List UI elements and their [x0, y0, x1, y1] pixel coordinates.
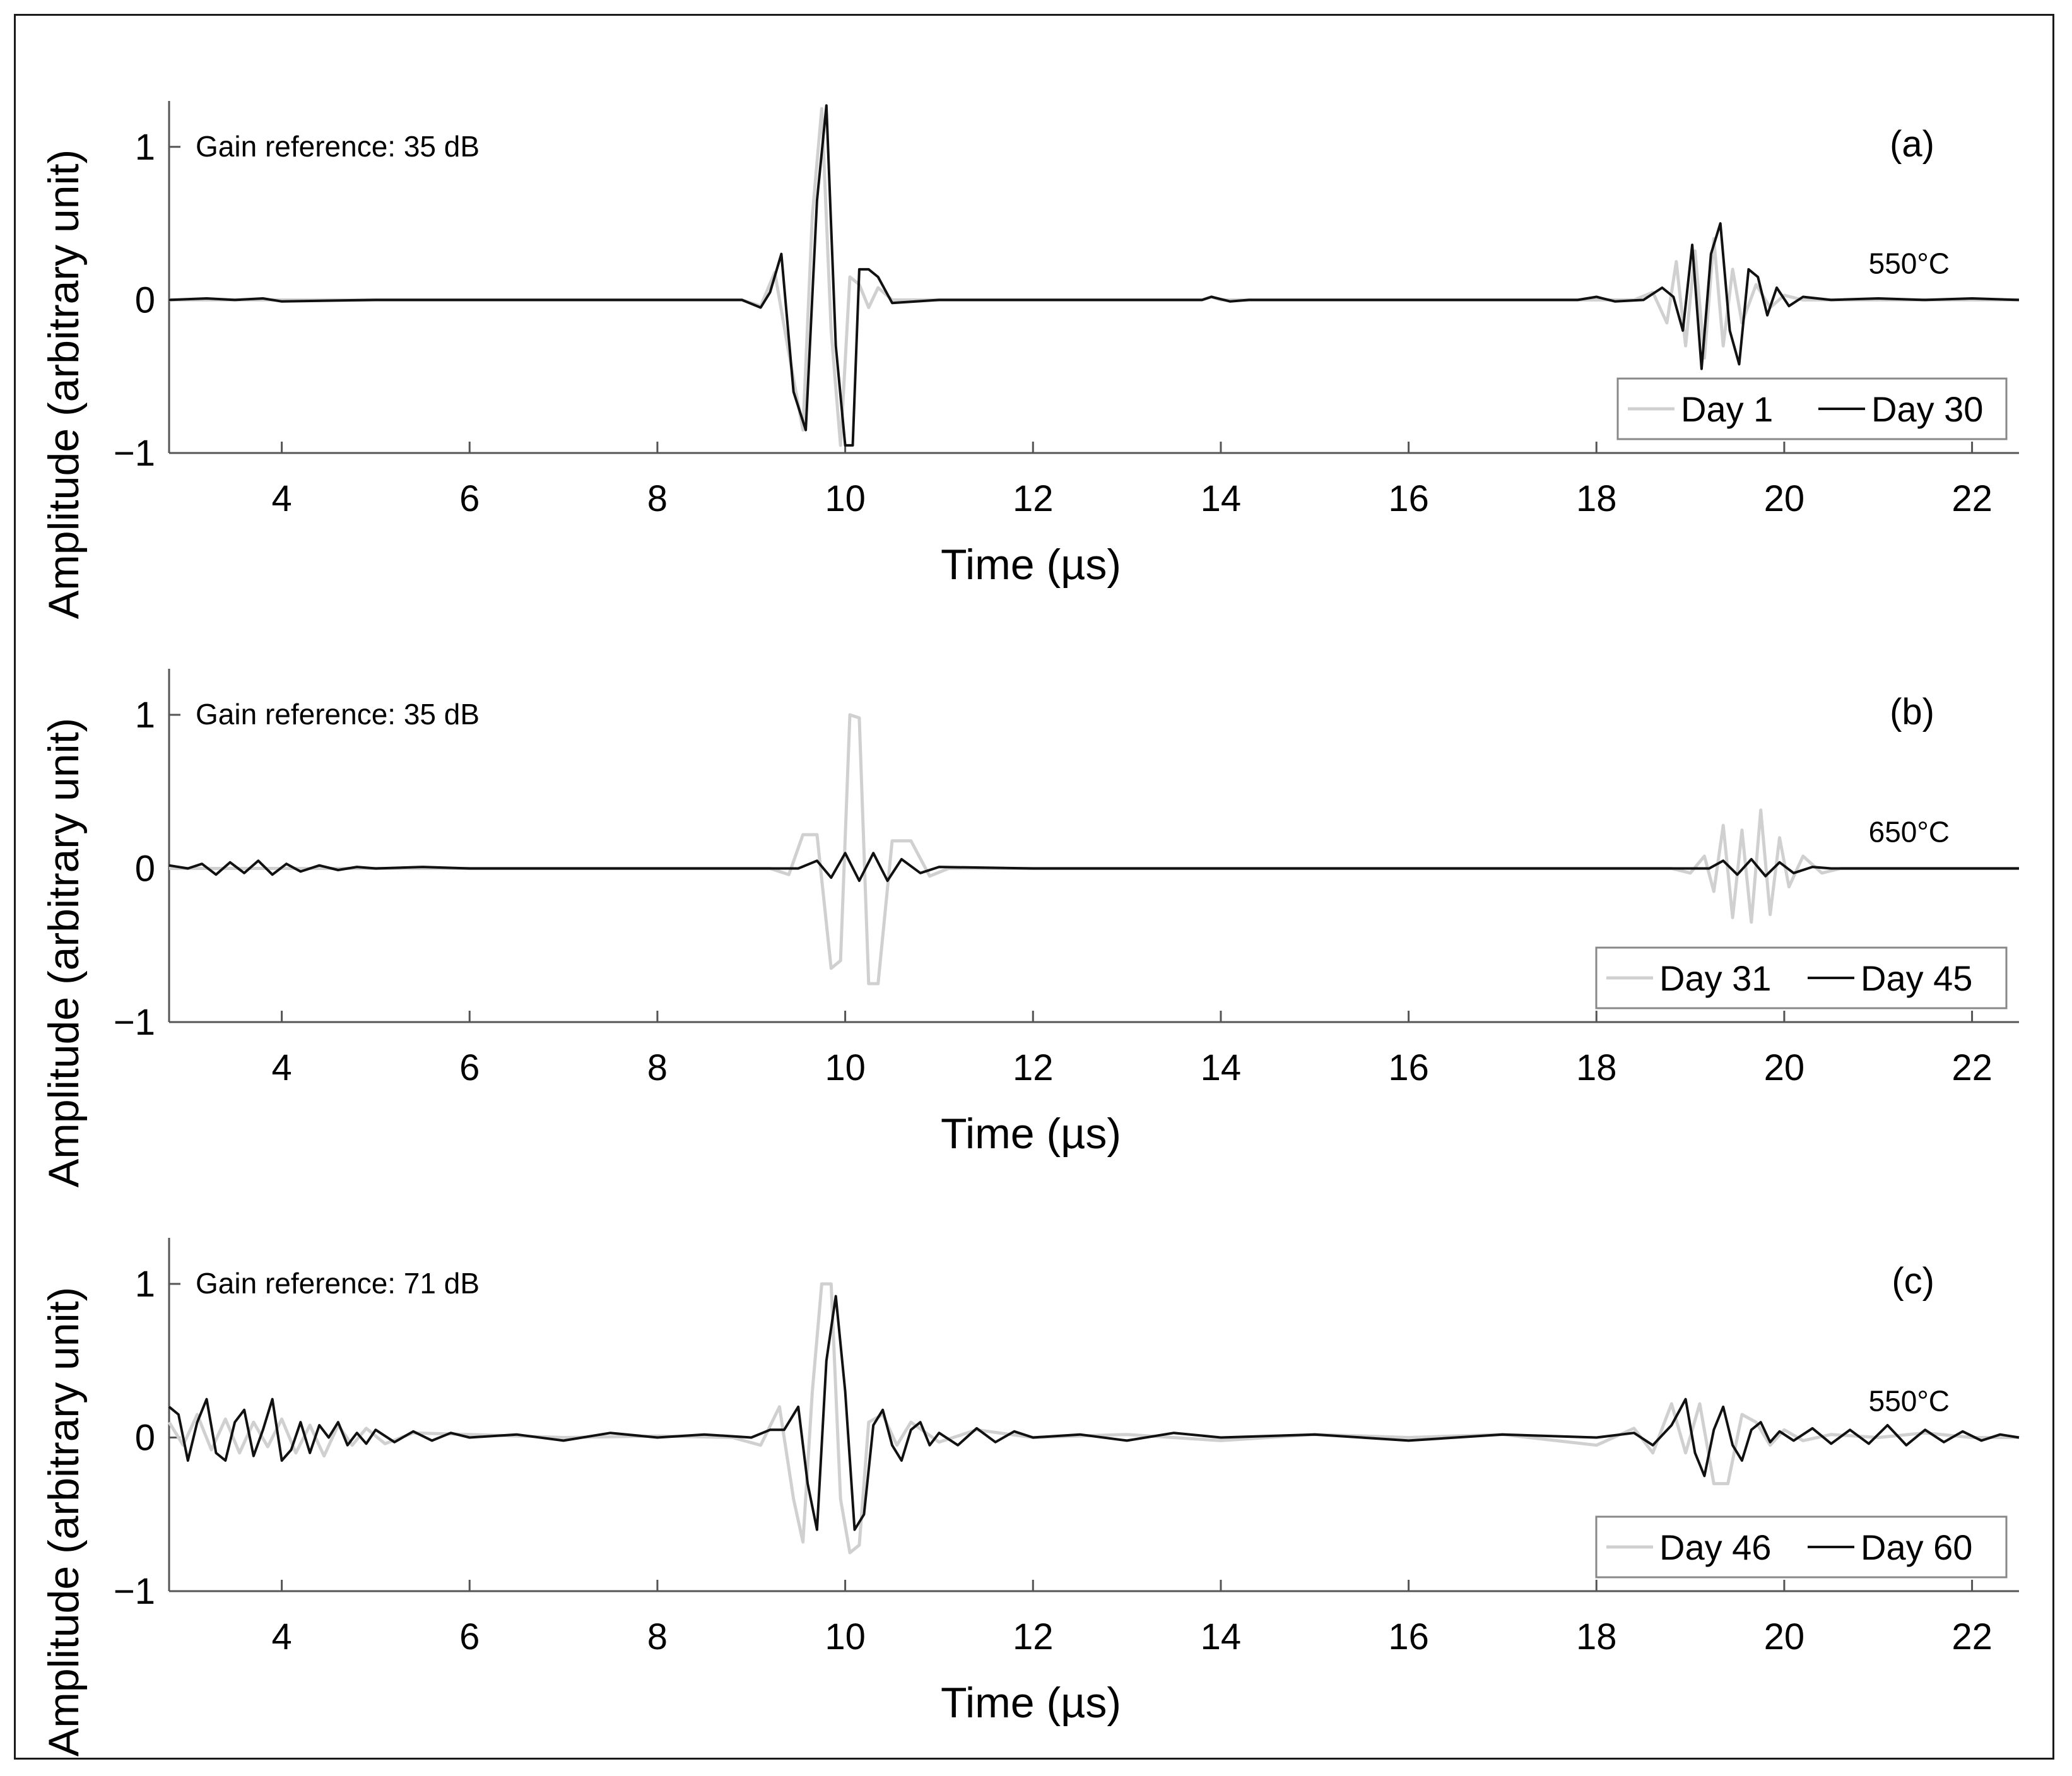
legend-label: Day 60 [1861, 1527, 1972, 1567]
y-tick-label: −1 [114, 1571, 155, 1612]
gain-reference-note: Gain reference: 35 dB [196, 130, 480, 163]
x-tick-label: 18 [1576, 1047, 1617, 1088]
x-axis-title: Time (µs) [941, 1110, 1121, 1158]
legend-label: Day 31 [1659, 958, 1771, 998]
legend-box [1595, 1515, 2008, 1579]
x-tick-label: 16 [1388, 1047, 1429, 1088]
legend: Day 31 Day 45 [1595, 946, 2008, 1009]
y-tick-label: 0 [135, 849, 155, 890]
y-axis-title: Amplitude (arbitrary unit) [40, 718, 88, 1187]
temperature-label: 550°C [1869, 1385, 1950, 1418]
y-tick-label: 0 [135, 279, 155, 321]
y-tick-label: 0 [135, 1418, 155, 1459]
x-axis-title: Time (µs) [941, 1679, 1121, 1727]
x-tick-label: 4 [271, 1616, 291, 1657]
x-tick-label: 8 [647, 478, 668, 519]
x-tick-label: 8 [647, 1616, 668, 1657]
legend-label: Day 1 [1681, 389, 1773, 429]
x-tick-label: 6 [459, 1047, 480, 1088]
x-tick-label: 18 [1576, 478, 1617, 519]
x-tick-label: 8 [647, 1047, 668, 1088]
x-tick-label: 16 [1388, 1616, 1429, 1657]
y-axis-title: Amplitude (arbitrary unit) [40, 1287, 88, 1756]
panel-label: (b) [1890, 691, 1934, 732]
x-tick-label: 16 [1388, 478, 1429, 519]
x-tick-label: 20 [1764, 1616, 1805, 1657]
y-tick-label: 1 [135, 1264, 155, 1305]
legend-label: Day 30 [1871, 389, 1983, 429]
series-line-day-46 [167, 1282, 2019, 1555]
x-tick-label: 14 [1201, 478, 1242, 519]
panel-label: (a) [1890, 124, 1934, 165]
x-tick-label: 20 [1764, 478, 1805, 519]
series-line-day-60 [168, 1295, 2020, 1531]
x-tick-label: 12 [1013, 1616, 1054, 1657]
x-tick-label: 6 [459, 478, 480, 519]
y-tick-label: 1 [135, 695, 155, 736]
y-tick-label: 1 [135, 127, 155, 168]
panel-label: (c) [1892, 1261, 1934, 1302]
series-line-day-30 [168, 104, 2020, 447]
x-tick-label: 6 [459, 1616, 480, 1657]
x-tick-label: 10 [825, 478, 866, 519]
y-tick-label: −1 [114, 433, 155, 474]
x-tick-label: 12 [1013, 478, 1054, 519]
x-axis-title: Time (µs) [941, 541, 1121, 589]
x-tick-label: 4 [271, 478, 291, 519]
series-line-day-45 [168, 852, 2019, 882]
y-tick-label: −1 [114, 1002, 155, 1043]
x-tick-label: 12 [1013, 1047, 1054, 1088]
x-tick-label: 20 [1764, 1047, 1805, 1088]
gain-reference-note: Gain reference: 35 dB [196, 698, 480, 731]
legend-label: Day 46 [1659, 1527, 1771, 1567]
legend-box [1595, 946, 2008, 1009]
temperature-label: 650°C [1869, 816, 1950, 849]
x-tick-label: 14 [1201, 1047, 1242, 1088]
x-tick-label: 14 [1201, 1616, 1242, 1657]
legend: Day 46 Day 60 [1595, 1515, 2008, 1579]
temperature-label: 550°C [1869, 247, 1950, 279]
gain-reference-note: Gain reference: 71 dB [196, 1267, 480, 1300]
series-line-day-31 [169, 713, 2019, 985]
x-tick-label: 10 [825, 1616, 866, 1657]
legend-box [1616, 377, 2008, 440]
x-tick-label: 22 [1951, 478, 1993, 519]
legend-label: Day 45 [1861, 958, 1972, 998]
x-tick-label: 22 [1951, 1616, 1993, 1657]
legend: Day 1 Day 30 [1616, 377, 2008, 440]
y-axis-title: Amplitude (arbitrary unit) [40, 150, 88, 619]
x-tick-label: 18 [1576, 1616, 1617, 1657]
x-tick-label: 4 [271, 1047, 291, 1088]
x-tick-label: 10 [825, 1047, 866, 1088]
x-tick-label: 22 [1951, 1047, 1993, 1088]
